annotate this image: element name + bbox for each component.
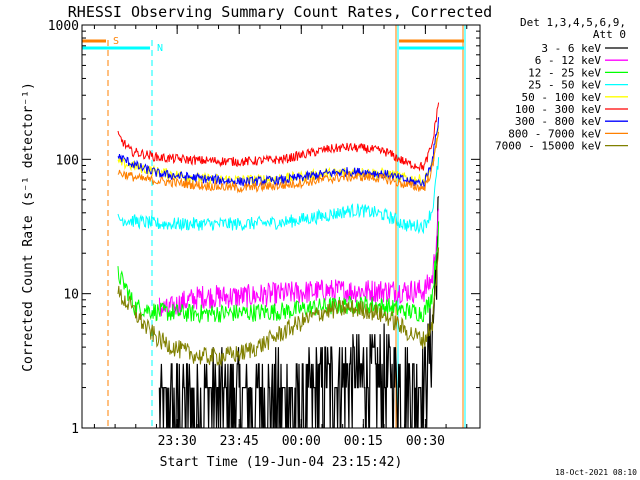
legend-label: 800 - 7000 keV	[508, 127, 601, 140]
legend-label: 3 - 6 keV	[541, 42, 601, 55]
marker-s-label: S	[113, 36, 119, 47]
series-line-7	[117, 117, 440, 190]
series-line-3	[117, 221, 440, 324]
series-line-4	[117, 157, 440, 235]
legend-label: 25 - 50 keV	[528, 79, 601, 92]
y-tick-label: 1000	[48, 19, 79, 34]
legend-label: 6 - 12 keV	[535, 54, 602, 67]
x-axis-label: Start Time (19-Jun-04 23:15:42)	[160, 455, 403, 470]
footer-date: 18-Oct-2021 08:10	[555, 468, 637, 477]
series-line-1	[158, 196, 440, 428]
x-tick-label: 00:00	[282, 434, 321, 449]
x-tick-label: 23:30	[158, 434, 197, 449]
y-tick-label: 100	[56, 153, 79, 168]
y-axis-label: Corrected Count Rate (s⁻¹ detector⁻¹)	[21, 82, 36, 372]
x-tick-label: 23:45	[220, 434, 259, 449]
y-tick-label: 10	[63, 288, 79, 303]
legend-label: 300 - 800 keV	[515, 115, 601, 128]
chart-title: RHESSI Observing Summary Count Rates, Co…	[68, 3, 492, 21]
series-line-8	[117, 131, 440, 194]
legend-title-line: Det 1,3,4,5,6,9,	[520, 16, 626, 29]
series-line-9	[117, 247, 440, 367]
axes: 1 10 100 1000 23:30 23:45 00:00 00:15 00:30	[48, 19, 480, 449]
series-line-6	[117, 102, 440, 172]
legend-label: 12 - 25 keV	[528, 66, 601, 79]
x-tick-label: 00:15	[344, 434, 383, 449]
legend-label: 100 - 300 keV	[515, 103, 601, 116]
legend-title-line: Att 0	[593, 28, 626, 41]
y-tick-label: 1	[71, 422, 79, 437]
x-tick-label: 00:30	[406, 434, 445, 449]
marker-n-label: N	[157, 43, 163, 54]
series-layer	[117, 102, 440, 428]
series-line-2	[158, 208, 440, 317]
legend-label: 7000 - 15000 keV	[495, 140, 601, 153]
legend-label: 50 - 100 keV	[522, 91, 602, 104]
